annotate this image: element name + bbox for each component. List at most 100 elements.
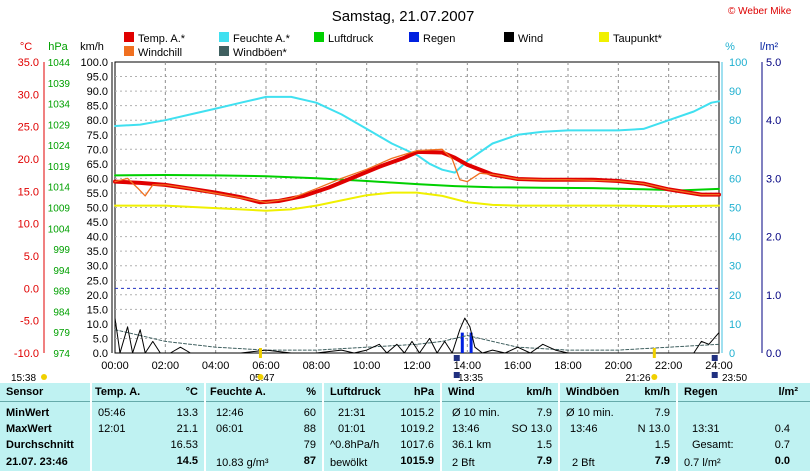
series-line-wind: [114, 317, 720, 354]
wind-tick: 75.0: [87, 130, 108, 142]
feuchte-max-time: 06:01: [216, 423, 244, 435]
temp-tick: 15.0: [18, 186, 39, 198]
x-tick: 22:00: [655, 360, 683, 372]
temp-header: Temp. A.: [95, 386, 141, 398]
copyright: © Weber Mike: [728, 6, 792, 17]
feuchte-min-time: 12:46: [216, 407, 244, 419]
legend-label: Windchill: [138, 47, 182, 59]
x-tick: 04:00: [202, 360, 230, 372]
humidity-tick: 60: [729, 173, 741, 185]
pressure-tick: 999: [53, 245, 70, 256]
luftdruck-trend: ^0.8hPa/h: [330, 439, 380, 451]
moon-event-2: 13:35: [458, 373, 483, 383]
row-min-label: MinWert: [6, 407, 50, 419]
feuchte-max-value: 88: [303, 423, 316, 435]
pressure-tick: 1039: [48, 79, 71, 90]
humidity-tick: 50: [729, 203, 741, 215]
wind-avg10-value: 7.9: [536, 407, 552, 419]
series-line-luftdruck: [114, 174, 720, 192]
plot-grid: [43, 61, 763, 354]
temp-unit: °C: [20, 41, 32, 53]
legend-label: Temp. A.*: [138, 33, 186, 45]
series-line-windb-en: [114, 329, 720, 351]
humidity-unit: %: [725, 41, 735, 53]
sunrise-marker-dot: [257, 374, 264, 380]
legend-swatch: [124, 46, 134, 56]
humidity-tick: 80: [729, 115, 741, 127]
wind-current-value: 7.9: [536, 455, 552, 467]
legend-swatch: [124, 32, 134, 42]
feuchte-avg-value: 79: [303, 439, 316, 451]
rain-tick: 3.0: [766, 173, 781, 185]
humidity-tick: 20: [729, 290, 741, 302]
regen-current-value: 0.0: [774, 455, 790, 467]
rain-tick: 2.0: [766, 232, 781, 244]
pressure-tick: 1004: [48, 224, 71, 235]
regen-max-time: 13:31: [692, 423, 720, 435]
moon-event-3: 23:50: [722, 373, 747, 383]
x-tick: 18:00: [554, 360, 582, 372]
pressure-tick: 979: [53, 328, 70, 339]
windboen-bft: 2 Bft: [572, 457, 595, 469]
legend-label: Regen: [423, 33, 455, 45]
legend-swatch: [409, 32, 419, 42]
windboen-max-time: 13:46: [570, 423, 598, 435]
chart-title: Samstag, 21.07.2007: [332, 8, 475, 25]
moonrise-time: 15:38: [11, 373, 36, 383]
temp-min-value: 13.3: [176, 407, 198, 419]
pressure-tick: 1029: [48, 120, 71, 131]
luftdruck-min-time: 21:31: [338, 407, 366, 419]
x-tick: 02:00: [152, 360, 180, 372]
temp-tick: -10.0: [14, 348, 39, 360]
temp-tick: 0.0: [24, 283, 39, 295]
humidity-tick: 40: [729, 232, 741, 244]
wind-max-value: SO 13.0: [511, 423, 552, 435]
moon-marker-3: [711, 355, 718, 361]
humidity-tick: 90: [729, 86, 741, 98]
feuchte-current-value: 87: [303, 455, 316, 467]
humidity-tick: 100: [729, 57, 747, 69]
rain-tick: 1.0: [766, 290, 781, 302]
windboen-max-value: N 13.0: [637, 423, 670, 435]
stats-feuchte-column: Feuchte A. % 12:46 60 06:01 88 79 10.83 …: [206, 383, 322, 471]
wind-tick: 80.0: [87, 115, 108, 127]
wind-tick: 15.0: [87, 304, 108, 316]
legend-label: Feuchte A.*: [233, 33, 291, 45]
pressure-tick: 989: [53, 287, 70, 298]
legend: Temp. A.* Feuchte A.* Luftdruck Regen Wind Ta…: [124, 32, 663, 59]
x-tick: 20:00: [605, 360, 633, 372]
moonrise-marker: [41, 374, 47, 380]
wind-tick: 45.0: [87, 217, 108, 229]
legend-label: Luftdruck: [328, 33, 374, 45]
pressure-unit: hPa: [48, 41, 68, 53]
wind-mean-value: 1.5: [536, 439, 552, 451]
wind-tick: 35.0: [87, 246, 108, 258]
wind-tick: 60.0: [87, 173, 108, 185]
temp-tick: 25.0: [18, 122, 39, 134]
temp-tick: 30.0: [18, 89, 39, 101]
pressure-tick: 1019: [48, 162, 71, 173]
x-tick: 00:00: [101, 360, 129, 372]
axis-labels: 35.0 30.0 25.0 20.0 15.0 10.0 5.0 0.0 -5.0 -10.0 1…: [14, 57, 781, 372]
luftdruck-forecast: bewölkt: [330, 457, 368, 469]
pressure-tick: 1024: [48, 141, 71, 152]
wind-avg-label: Ø 10 min.: [452, 407, 500, 419]
pressure-tick: 974: [53, 349, 70, 360]
rain-tick: 0.0: [766, 348, 781, 360]
legend-label: Windböen*: [233, 47, 288, 59]
legend-swatch: [599, 32, 609, 42]
pressure-tick: 1014: [48, 183, 71, 194]
regen-max-value: 0.4: [774, 423, 790, 435]
legend-swatch: [504, 32, 514, 42]
rain-unit: l/m²: [760, 41, 779, 53]
temp-tick: 35.0: [18, 57, 39, 69]
sunset-marker-dot: [651, 374, 658, 380]
feuchte-unit-label: %: [306, 386, 316, 398]
x-tick: 10:00: [353, 360, 381, 372]
windboen-header: Windböen: [566, 386, 620, 398]
wind-tick: 25.0: [87, 275, 108, 287]
wind-tick: 100.0: [80, 57, 108, 69]
luftdruck-header: Luftdruck: [330, 386, 381, 398]
series-lines: [113, 95, 721, 354]
legend-swatch: [219, 32, 229, 42]
